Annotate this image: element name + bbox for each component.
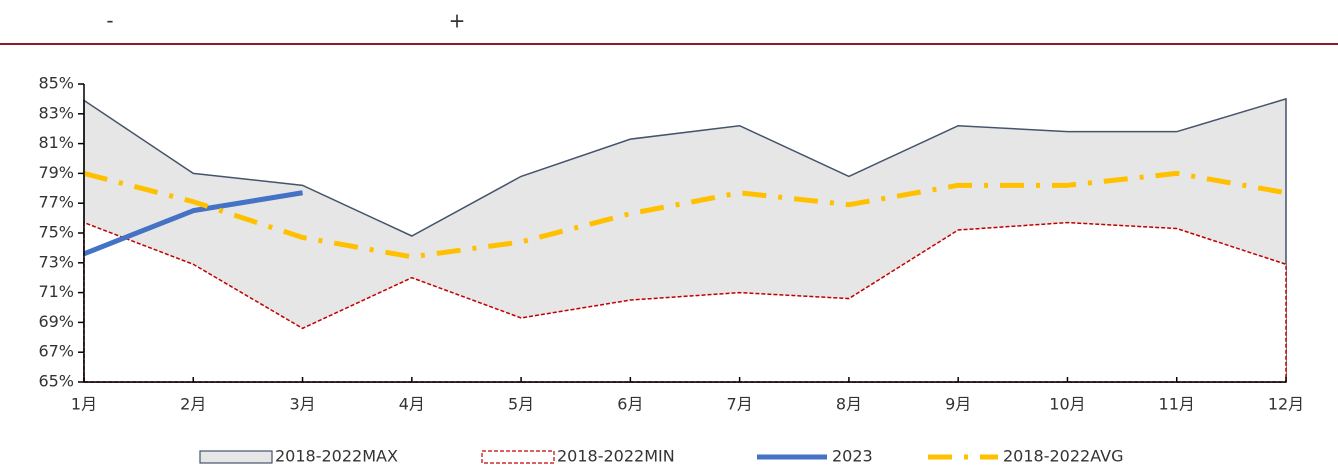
area — [83, 221, 1287, 383]
y-tick-label: 71% — [38, 282, 74, 301]
x-tick-label: 7月 — [727, 395, 753, 414]
x-tick-label: 2月 — [180, 395, 206, 414]
header-left: - — [106, 9, 113, 33]
legend-label: 2018-2022AVG — [1003, 447, 1123, 466]
y-tick-label: 79% — [38, 163, 74, 182]
header-right: + — [449, 9, 466, 33]
line — [83, 190, 303, 257]
line — [83, 170, 1287, 260]
x-tick-label: 9月 — [945, 395, 971, 414]
y-tick-label: 81% — [38, 133, 74, 152]
y-tick-label: 67% — [38, 342, 74, 361]
y-tick-label: 65% — [38, 372, 74, 391]
x-tick-label: 3月 — [289, 395, 315, 414]
x-tick-label: 11月 — [1159, 395, 1195, 414]
x-tick-label: 12月 — [1268, 395, 1304, 414]
x-tick-label: 8月 — [836, 395, 862, 414]
x-tick-label: 6月 — [617, 395, 643, 414]
x-tick-label: 5月 — [508, 395, 534, 414]
x-tick-label: 4月 — [399, 395, 425, 414]
legend-swatch — [199, 450, 273, 464]
x-tick-label: 1月 — [71, 395, 97, 414]
y-tick-label: 73% — [38, 252, 74, 271]
legend-label: 2023 — [832, 447, 873, 466]
legend-label: 2018-2022MIN — [557, 447, 675, 466]
y-tick-label: 85% — [38, 74, 74, 93]
y-tick-label: 83% — [38, 103, 74, 122]
y-tick-label: 69% — [38, 312, 74, 331]
y-tick-label: 77% — [38, 193, 74, 212]
y-tick-label: 75% — [38, 223, 74, 242]
legend-swatch — [481, 450, 555, 464]
x-tick-label: 10月 — [1049, 395, 1085, 414]
legend-label: 2018-2022MAX — [275, 447, 398, 466]
